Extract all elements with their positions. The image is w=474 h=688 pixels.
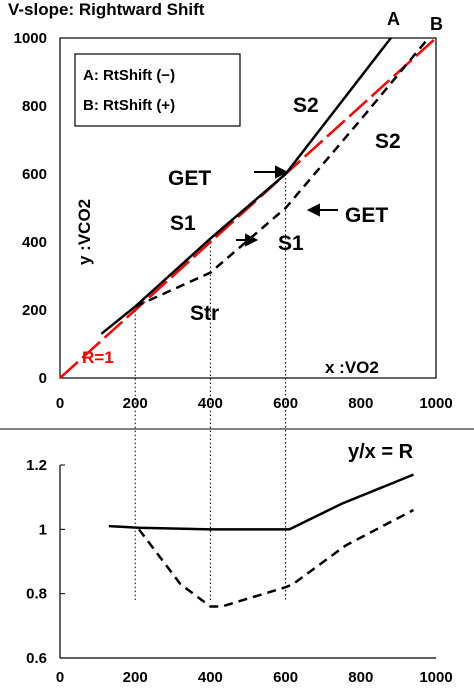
bottom-x-tick-5: 1000 [419,669,452,686]
annotation-curve-b: B [430,14,443,34]
legend-entry-a: A: RtShift (−) [83,67,175,84]
top-y-tick-3: 600 [22,166,47,183]
top-guide-lines [134,174,287,600]
bottom-series-b [137,508,415,608]
top-chart-title: V-slope: Rightward Shift [8,0,205,19]
legend: A: RtShift (−) B: RtShift (+) [74,53,241,127]
top-plot-area [59,37,437,379]
arrow-s1-head [245,233,259,247]
top-y-tick-0: 0 [39,370,47,387]
annotation-s1-b: S1 [278,232,304,255]
annotation-curve-a: A [387,9,400,29]
arrow-get-a-head [275,165,289,179]
legend-entry-b: B: RtShift (+) [83,97,175,114]
bottom-x-tick-2: 400 [198,669,223,686]
bottom-y-tick-1: 0.8 [26,586,47,603]
top-series-group [59,37,437,379]
bottom-series-group [108,473,415,608]
annotation-s1-a: S1 [170,212,196,235]
bottom-x-tick-3: 600 [273,669,298,686]
bottom-x-tick-0: 0 [56,669,64,686]
top-y-tick-2: 400 [22,234,47,251]
top-y-tick-4: 800 [22,98,47,115]
bottom-x-tick-1: 200 [123,669,148,686]
arrow-get-b-head [306,203,320,217]
top-x-tick-labels: 0 200 400 600 800 1000 [56,395,453,412]
annotation-s2-a: S2 [293,94,319,117]
top-series-a [100,37,392,335]
annotation-get-a: GET [168,167,211,190]
bottom-y-tick-2: 1 [39,521,47,538]
bottom-y-tick-labels: 0.6 0.8 1 1.2 [26,457,65,667]
x-axis-label: x :VO2 [325,358,379,377]
top-y-tick-1: 200 [22,302,47,319]
annotation-str: Str [190,302,219,325]
top-x-tick-4: 800 [348,395,373,412]
top-x-tick-5: 1000 [419,395,452,412]
top-x-tick-0: 0 [56,395,64,412]
y-axis-label: y :VCO2 [75,199,94,265]
bottom-y-tick-3: 1.2 [26,457,47,474]
bottom-series-a [108,473,414,531]
top-y-tick-labels: 0 200 400 600 800 1000 [14,30,47,387]
legend-box [74,53,241,127]
annotation-s2-b: S2 [375,130,401,153]
top-series-b [134,37,430,308]
bottom-x-tick-4: 800 [348,669,373,686]
top-y-tick-5: 1000 [14,30,47,47]
annotation-get-b: GET [345,204,388,227]
top-series-r-1 [59,37,437,379]
bottom-x-tick-labels: 0 200 400 600 800 1000 [56,669,453,686]
annotation-r1: R=1 [82,348,114,367]
annotation-arrows [236,165,338,247]
bottom-y-tick-0: 0.6 [26,650,47,667]
bottom-chart-title: y/x = R [348,441,414,463]
